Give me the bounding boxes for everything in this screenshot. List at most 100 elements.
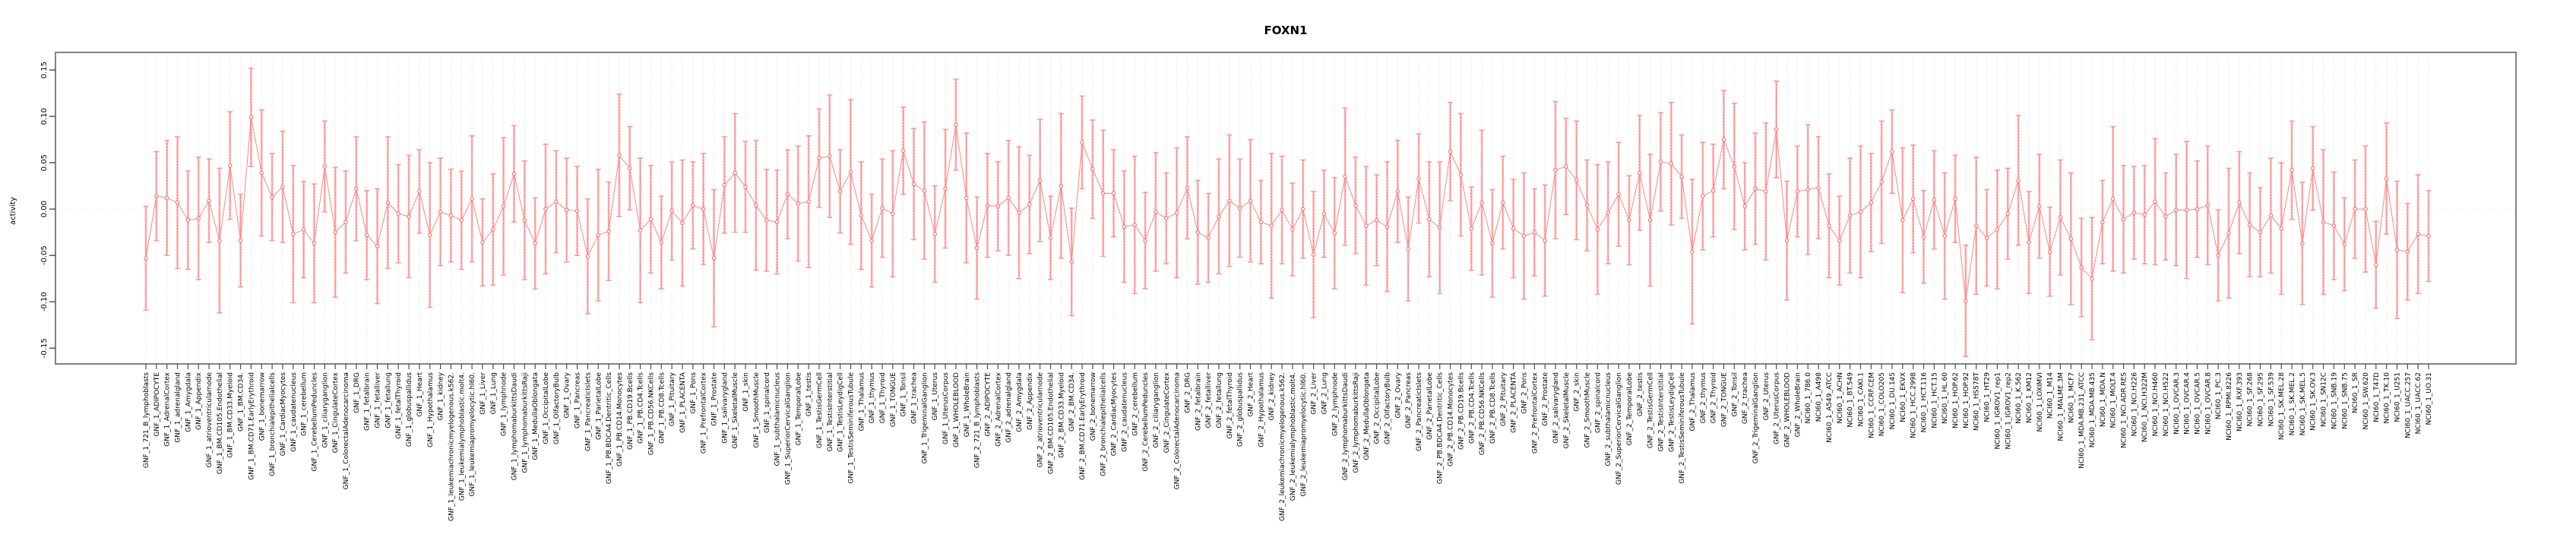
x-tick-label: NCI60_1_HT29	[1984, 372, 1992, 422]
data-point	[995, 204, 1001, 209]
data-point	[2374, 262, 2378, 267]
data-point	[227, 163, 233, 168]
x-tick-label: GNF_1_Tonsil	[900, 372, 908, 416]
data-point	[1858, 210, 1863, 214]
x-tick-label: GNF_1_BM.CD105.Endothelial	[217, 372, 224, 474]
data-point	[1710, 188, 1716, 193]
x-tick-label: GNF_1_SkeletalMuscle	[732, 372, 739, 449]
data-point	[617, 153, 622, 158]
x-tick-label: NCI60_1_MOLT.4	[2110, 372, 2118, 428]
x-tick-label: GNF_2_Ovary	[1394, 372, 1402, 418]
data-point	[1206, 236, 1210, 240]
x-tick-label: GNF_1_Pons	[690, 372, 698, 414]
data-point	[1847, 213, 1853, 218]
x-tick-label: NCI60_1_PC.3	[2215, 372, 2223, 419]
chart-title: FOXN1	[1264, 24, 1308, 37]
data-point	[1932, 198, 1937, 202]
x-tick-label: GNF_2_Uterus	[1763, 372, 1771, 421]
data-point	[2384, 176, 2389, 181]
data-point	[2205, 203, 2210, 208]
x-tick-label: GNF_2_BM.CD34.	[1068, 372, 1076, 432]
x-tick-label: NCI60_1_MDA.MB.231_ATCC	[2078, 372, 2086, 469]
x-tick-label: GNF_1_UterusCorpus	[942, 372, 950, 444]
data-point	[1269, 223, 1274, 228]
x-tick-label: GNF_1_atrioventricularnode	[206, 372, 214, 468]
data-point	[1195, 229, 1201, 235]
data-point	[238, 238, 243, 243]
x-tick-label: GNF_2_Prostate	[1542, 372, 1549, 426]
data-point	[1080, 140, 1084, 145]
y-tick-label: -0.10	[40, 292, 49, 311]
x-tick-label: GNF_1_spinalcord	[764, 372, 771, 433]
x-tick-label: GNF_1_Uterus	[932, 372, 939, 421]
x-tick-label: GNF_1_lymphnode	[501, 372, 508, 437]
data-point	[533, 241, 537, 246]
x-tick-label: GNF_2_lymphnode	[1331, 372, 1339, 437]
x-tick-label: GNF_1_PB.BDCA4.Dentritic_Cells	[606, 372, 613, 484]
x-tick-label: NCI60_1_CCRF.CEM	[1868, 372, 1875, 438]
data-point	[1942, 233, 1947, 239]
data-point	[2353, 207, 2357, 211]
data-point	[1869, 200, 1874, 205]
data-point	[1616, 191, 1621, 197]
data-point	[1584, 203, 1590, 208]
data-point	[2342, 242, 2347, 247]
data-point	[722, 182, 727, 188]
data-point	[354, 186, 359, 191]
x-tick-label: GNF_1_CerebellumPeduncles	[311, 372, 318, 472]
x-tick-label: GNF_1_WholeBrain	[964, 372, 971, 437]
x-tick-label: GNF_1_ColorectalAdenocarcinoma	[343, 372, 350, 489]
x-tick-label: GNF_1_TestisLeydigCell	[837, 372, 845, 452]
data-point	[196, 216, 201, 221]
data-point	[185, 218, 191, 223]
x-tick-label: GNF_1_ParietalLobe	[595, 372, 603, 441]
x-tick-label: GNF_1_TemporalLobe	[795, 372, 802, 446]
data-point	[2216, 253, 2220, 258]
data-point	[333, 229, 337, 235]
y-tick-label: 0.00	[40, 201, 49, 217]
data-point	[911, 182, 916, 187]
data-point	[891, 211, 895, 217]
x-tick-label: NCI60_1_SK.OV.3	[2310, 372, 2318, 431]
x-tick-label: GNF_2_thymus	[1700, 372, 1707, 424]
data-point	[796, 201, 801, 206]
data-point	[1805, 187, 1810, 192]
x-tick-label: GNF_2_CingulateCortex	[1163, 372, 1171, 453]
x-tick-label: NCI60_1_ACHN	[1837, 372, 1844, 424]
data-point	[2237, 200, 2242, 205]
x-tick-label: GNF_1_AdrenalCortex	[164, 372, 172, 446]
x-tick-label: GNF_1_BM.CD34.	[238, 372, 245, 432]
x-tick-label: GNF_2_TestisGermCell	[1647, 372, 1655, 448]
data-point	[2100, 220, 2105, 225]
data-point	[280, 185, 285, 189]
x-tick-label: GNF_2_atrioventricularnode	[1037, 372, 1045, 468]
x-tick-label: GNF_1_Heart	[416, 372, 424, 417]
data-point	[438, 210, 443, 214]
x-tick-label: GNF_1_Pancreas	[574, 372, 582, 428]
data-point	[564, 207, 569, 213]
x-tick-label: GNF_1_DRG	[353, 372, 361, 413]
data-point	[1227, 198, 1232, 203]
x-tick-label: GNF_2_bonemarrow	[1090, 372, 1097, 441]
x-tick-label: NCI60_1_M14	[2047, 372, 2055, 419]
data-point	[396, 211, 400, 217]
data-point	[2121, 217, 2126, 222]
data-point	[1343, 174, 1347, 179]
x-tick-label: GNF_1_Appendix	[195, 372, 203, 430]
data-point	[2300, 241, 2305, 246]
x-tick-label: GNF_2_testis	[1637, 372, 1644, 416]
x-tick-label: NCI60_1_UACC.257	[2404, 372, 2412, 438]
data-point	[1069, 260, 1074, 264]
data-point	[1679, 174, 1684, 179]
data-point	[2331, 223, 2337, 228]
data-point	[2068, 236, 2074, 242]
x-tick-label: GNF_2_ColorectalAdenocarcinoma	[1174, 372, 1182, 489]
data-point	[1490, 241, 1495, 246]
data-point	[2016, 178, 2021, 183]
data-point	[164, 195, 169, 201]
data-point	[1900, 218, 1905, 223]
x-tick-label: GNF_1_cerebellum	[301, 372, 309, 436]
x-tick-label: GNF_1_leukemialymphoblastic.molt4.	[458, 372, 466, 501]
x-tick-label: GNF_2_PrefrontalCortex	[1531, 372, 1539, 454]
